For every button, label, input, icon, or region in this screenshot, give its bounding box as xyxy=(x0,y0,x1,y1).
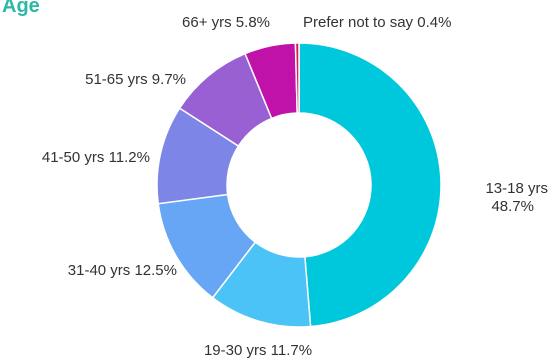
slice-label-31-40-yrs: 31-40 yrs 12.5% xyxy=(68,262,177,279)
slice-label-51-65-yrs: 51-65 yrs 9.7% xyxy=(85,71,186,88)
slice-label-41-50-yrs: 41-50 yrs 11.2% xyxy=(42,149,150,166)
chart-title: Age xyxy=(2,0,40,17)
donut-slice-prefer-not-to-say xyxy=(294,42,300,114)
slice-label-13-18-yrs: 13-18 yrs 48.7% xyxy=(485,180,548,215)
donut-slices xyxy=(156,42,442,328)
slice-labels: 13-18 yrs 48.7% 19-30 yrs 11.7% 31-40 yrs 1… xyxy=(42,14,548,359)
slice-label-19-30-yrs: 19-30 yrs 11.7% xyxy=(204,342,312,359)
slice-label-prefer-not-to-say: Prefer not to say 0.4% xyxy=(303,14,451,31)
slice-label-66-yrs: 66+ yrs 5.8% xyxy=(182,14,270,31)
donut-slice-13-18-yrs xyxy=(298,42,442,328)
